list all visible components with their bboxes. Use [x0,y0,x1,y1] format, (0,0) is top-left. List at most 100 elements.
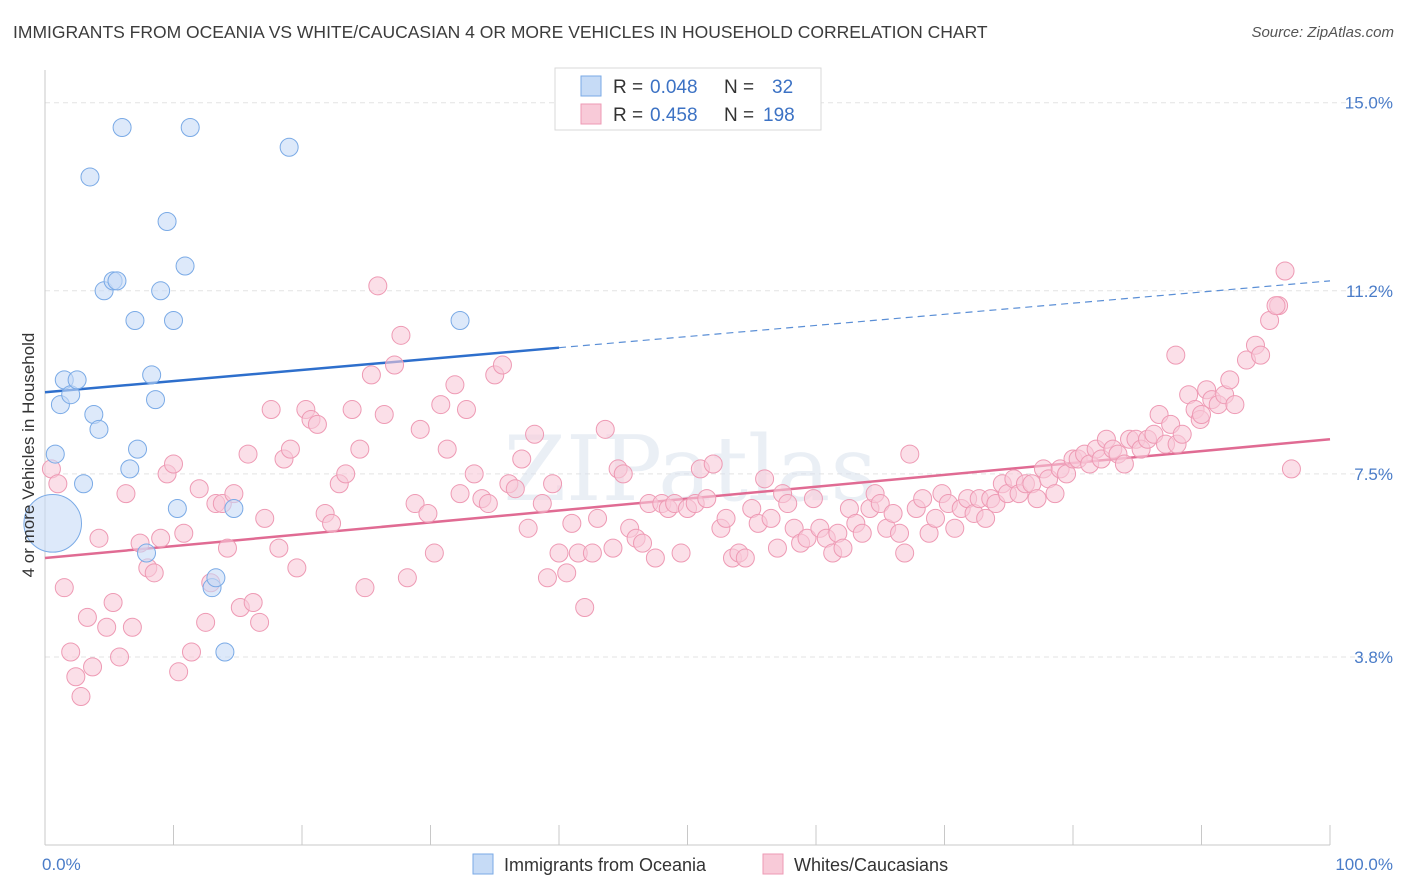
point-whites [116,484,136,504]
point-whites [588,508,608,528]
legend-swatch-whites [580,103,602,125]
point-whites [110,647,130,667]
point-whites [418,503,438,523]
point-whites [424,543,444,563]
legend-r-value: 0.458 [650,105,698,126]
point-whites [532,494,552,514]
point-whites [518,518,538,538]
data-points [23,117,1301,707]
point-whites [633,533,653,553]
point-whites [595,419,615,439]
point-whites [1045,484,1065,504]
point-oceania [67,370,87,390]
point-whites [1266,296,1286,316]
point-oceania [45,444,65,464]
chart-title: IMMIGRANTS FROM OCEANIA VS WHITE/CAUCASI… [13,22,988,42]
point-whites [716,508,736,528]
point-whites [703,454,723,474]
point-whites [169,662,189,682]
point-oceania [151,281,171,301]
legend-n-value: 32 [772,77,793,98]
point-oceania [107,271,127,291]
point-oceania [224,499,244,519]
y-tick-label: 11.2% [1346,282,1393,301]
legend-r-label: R = [613,77,643,98]
point-whites [1220,370,1240,390]
point-whites [238,444,258,464]
point-whites [368,276,388,296]
point-whites [525,424,545,444]
point-whites [890,523,910,543]
point-oceania [89,419,109,439]
point-whites [97,617,117,637]
point-whites [976,508,996,528]
point-whites [575,597,595,617]
point-oceania [175,256,195,276]
point-whites [557,563,577,583]
legend-swatch-whites [762,853,784,875]
point-whites [478,494,498,514]
point-whites [778,494,798,514]
point-oceania [180,117,200,137]
point-whites [243,593,263,613]
point-whites [307,414,327,434]
point-whites [803,489,823,509]
point-whites [83,657,103,677]
legend-label-oceania: Immigrants from Oceania [504,855,707,875]
source-note: Source: ZipAtlas.com [1251,24,1394,41]
legend-r-value: 0.048 [650,77,698,98]
point-whites [537,568,557,588]
point-whites [543,474,563,494]
point-whites [151,528,171,548]
point-whites [255,508,275,528]
point-oceania [80,167,100,187]
point-whites [261,400,281,420]
point-whites [645,548,665,568]
point-whites [797,528,817,548]
point-whites [122,617,142,637]
point-oceania [167,499,187,519]
point-oceania [125,310,145,330]
point-whites [735,548,755,568]
point-oceania [120,459,140,479]
point-whites [464,464,484,484]
point-whites [391,325,411,345]
point-whites [269,538,289,558]
point-whites [613,464,633,484]
point-whites [196,612,216,632]
point-whites [431,395,451,415]
point-oceania [142,365,162,385]
point-oceania [128,439,148,459]
point-oceania [74,474,94,494]
point-whites [48,474,68,494]
x-tick-label: 100.0% [1335,855,1393,874]
point-whites [1192,404,1211,424]
point-whites [385,355,405,375]
point-whites [336,464,356,484]
point-whites [1275,261,1295,281]
y-axis-label: 4 or more Vehicles in Household [19,333,38,578]
point-whites [61,642,81,662]
x-tick-labels: 0.0% 100.0% [42,855,1393,874]
legend-n-label: N = [724,105,754,126]
point-whites [66,667,86,687]
point-whites [322,513,342,533]
point-whites [1114,454,1134,474]
legend-n-label: N = [724,77,754,98]
point-whites [900,444,920,464]
y-tick-label: 7.5% [1354,465,1393,484]
point-whites [870,494,890,514]
point-whites [1251,345,1271,365]
point-whites [456,400,476,420]
series-legend: Immigrants from Oceania Whites/Caucasian… [472,853,948,875]
point-whites [755,469,775,489]
point-whites [512,449,532,469]
point-oceania [215,642,235,662]
point-whites [505,479,525,499]
point-whites [492,355,512,375]
legend-swatch-oceania [580,75,602,97]
point-oceania [146,390,166,410]
point-whites [174,523,194,543]
y-tick-label: 15.0% [1345,94,1393,113]
legend-label-whites: Whites/Caucasians [794,855,948,875]
